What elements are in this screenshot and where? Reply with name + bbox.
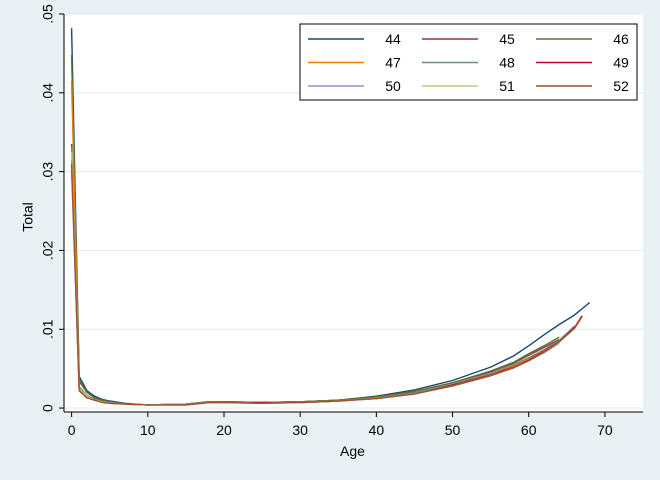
- x-tick-label: 10: [140, 422, 156, 438]
- series-line-52: [70, 163, 583, 406]
- legend-label-51: 51: [499, 78, 515, 94]
- y-tick-label: .05: [40, 4, 56, 24]
- y-tick-label: .03: [40, 162, 56, 182]
- legend-label-47: 47: [385, 55, 401, 71]
- legend-label-44: 44: [385, 31, 401, 47]
- y-tick-label: .02: [40, 240, 56, 260]
- x-tick-label: 50: [445, 422, 461, 438]
- x-axis-title: Age: [340, 443, 365, 459]
- x-tick-label: 40: [369, 422, 385, 438]
- x-tick-label: 0: [68, 422, 76, 438]
- series-lines: [70, 28, 591, 406]
- x-tick-label: 30: [292, 422, 308, 438]
- legend-label-49: 49: [613, 55, 629, 71]
- y-axis-title: Total: [20, 202, 36, 232]
- axes: 0 .01 .02 .03 .04 .05 0 10 20 30 40 50 60 70 Age Total: [20, 4, 643, 459]
- grid-lines: [64, 13, 643, 409]
- x-tick-label: 20: [216, 422, 232, 438]
- y-tick-label: 0: [40, 404, 56, 412]
- x-tick-label: 70: [597, 422, 613, 438]
- legend-label-48: 48: [499, 55, 515, 71]
- y-tick-label: .01: [40, 319, 56, 339]
- x-tick-label: 60: [521, 422, 537, 438]
- legend-label-50: 50: [385, 78, 401, 94]
- legend-label-52: 52: [613, 78, 629, 94]
- legend-label-45: 45: [499, 31, 515, 47]
- y-tick-label: .04: [40, 83, 56, 103]
- legend-label-46: 46: [613, 31, 629, 47]
- legend: 44 45 46 47 48 49 50 51 52: [299, 23, 638, 101]
